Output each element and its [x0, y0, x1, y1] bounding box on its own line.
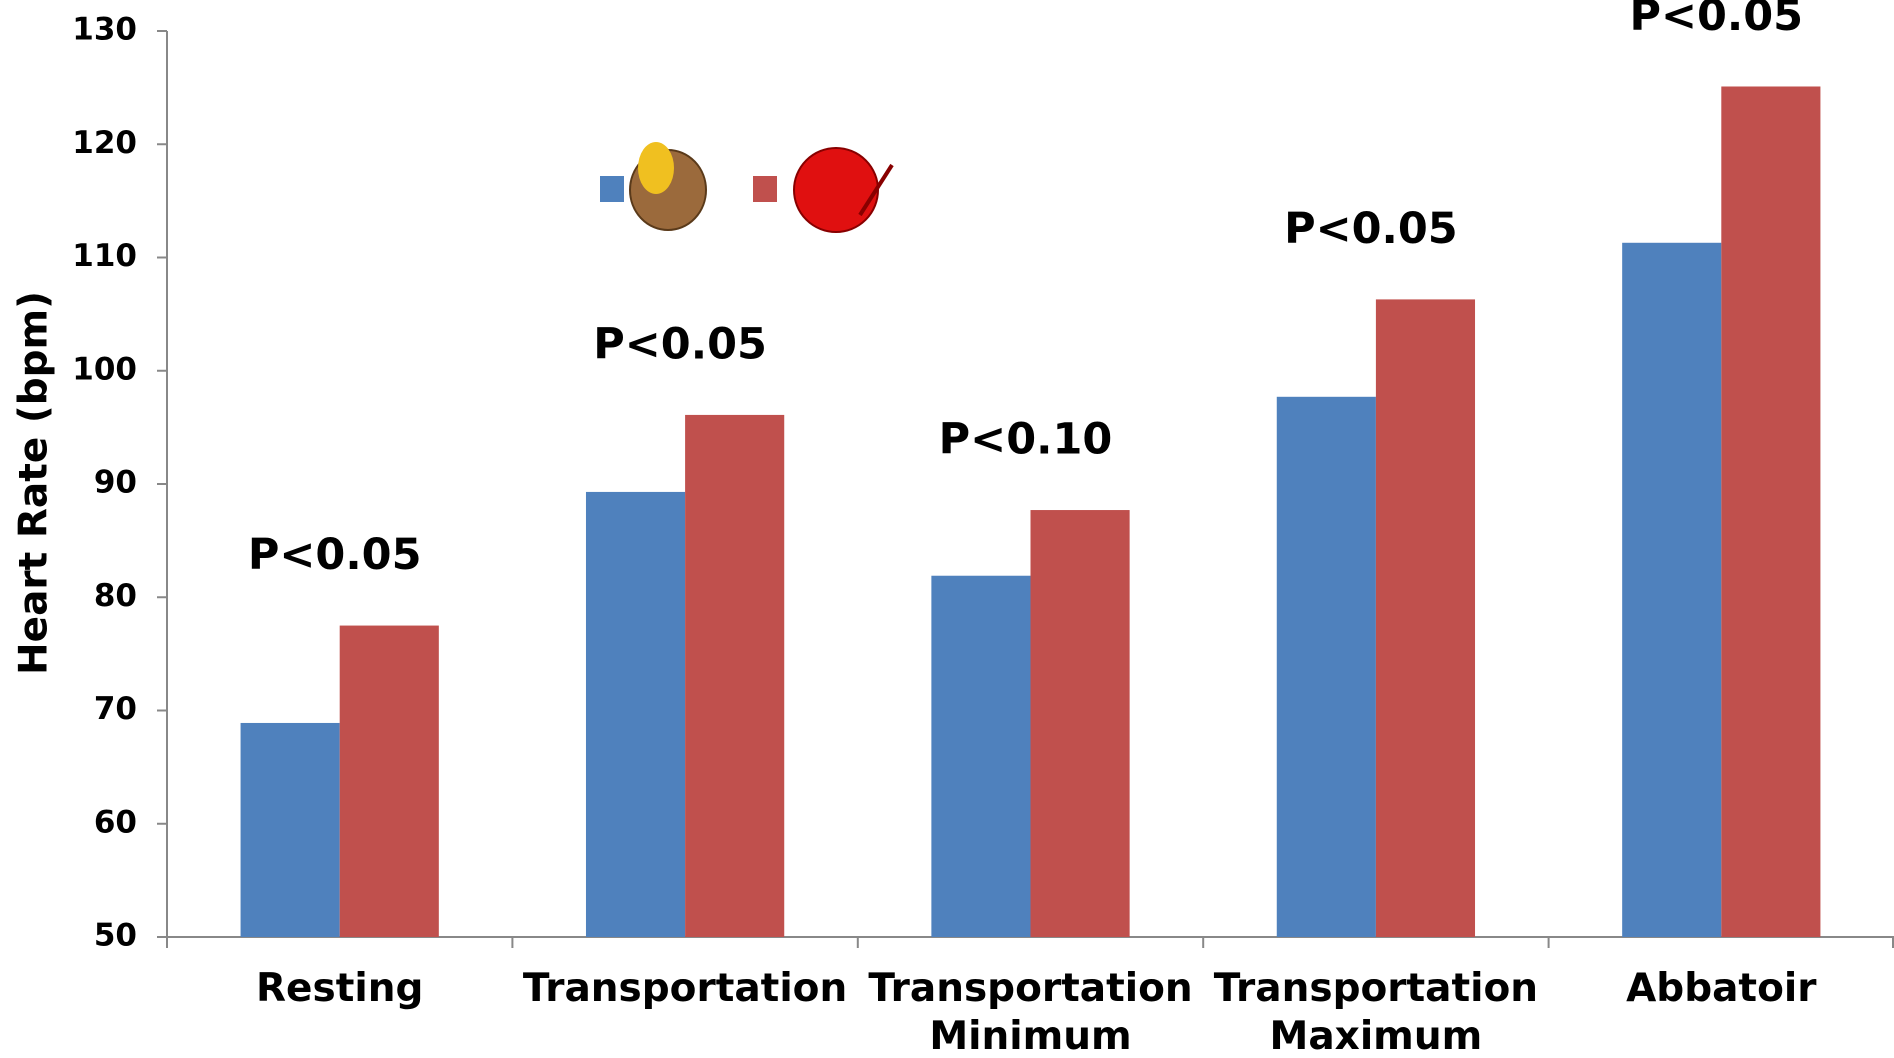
bar — [1622, 243, 1721, 937]
annotation: P<0.05 — [1284, 204, 1458, 254]
bar — [340, 626, 439, 937]
x-tick-label: Abbatoir — [1549, 965, 1894, 1013]
y-tick-label: 50 — [94, 918, 137, 954]
x-tick-label: Transportation Minimum — [858, 965, 1203, 1058]
x-tick-label: Resting — [167, 965, 512, 1013]
bar — [586, 492, 685, 937]
x-tick-label: Transportation Maximum — [1203, 965, 1548, 1058]
legend-swatch — [600, 176, 624, 202]
page: Heart Rate (bpm) 50 60 70 80 90 100 110 120 130 P… — [0, 0, 1894, 1058]
y-axis-label: Heart Rate (bpm) — [12, 291, 57, 675]
bar — [1031, 510, 1130, 937]
annotation: P<0.05 — [1629, 0, 1803, 41]
y-tick-label: 120 — [72, 125, 137, 161]
legend-swatch — [753, 176, 777, 202]
bar — [1721, 86, 1820, 937]
y-tick-label: 70 — [94, 691, 137, 727]
angel-wing-icon — [638, 142, 674, 194]
bar — [241, 723, 340, 937]
y-tick-label: 80 — [94, 578, 137, 614]
y-tick-label: 130 — [72, 12, 137, 48]
y-tick-label: 110 — [72, 238, 137, 274]
annotation: P<0.05 — [593, 319, 767, 369]
annotation: P<0.05 — [248, 530, 422, 580]
chart: Heart Rate (bpm) 50 60 70 80 90 100 110 120 130 P… — [0, 0, 1894, 1058]
bar — [685, 415, 784, 937]
y-tick-label: 90 — [94, 465, 137, 501]
bar — [1277, 397, 1376, 937]
y-tick-label: 100 — [72, 351, 137, 387]
x-tick-label: Transportation — [512, 965, 857, 1013]
bar — [931, 576, 1030, 937]
devil-cow-icon — [794, 148, 878, 232]
y-tick-label: 60 — [94, 804, 137, 840]
bar — [1376, 299, 1475, 937]
annotation: P<0.10 — [939, 415, 1113, 465]
